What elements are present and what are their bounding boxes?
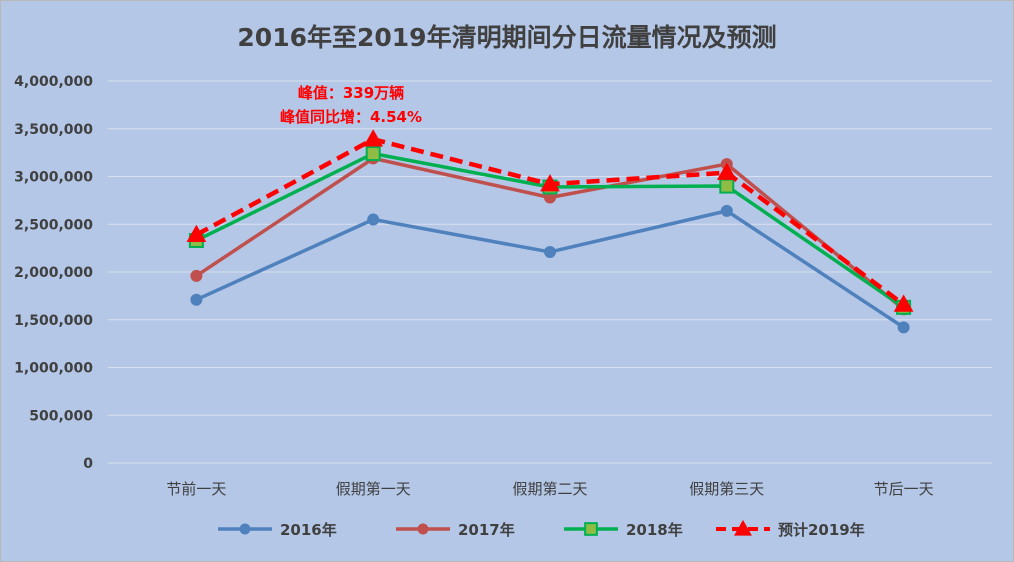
point-marker [584, 522, 598, 536]
y-tick-label: 2,500,000 [14, 217, 93, 233]
point-marker [544, 245, 556, 258]
point-marker [239, 523, 251, 535]
legend: 2016年 2017年 2018年 预计2019年 [218, 519, 865, 539]
point-marker [893, 294, 914, 312]
legend-label: 2017年 [458, 521, 515, 539]
point-marker [365, 146, 381, 162]
legend-label: 预计2019年 [778, 521, 865, 539]
y-axis-ticks: 0 500,000 1,000,000 1,500,000 2,000,000 2,500… [14, 74, 93, 472]
y-tick-label: 2,000,000 [14, 265, 93, 281]
legend-item: 预计2019年 [716, 519, 865, 539]
legend-label: 2018年 [626, 521, 683, 539]
series-line [195, 209, 905, 329]
point-marker [719, 178, 735, 194]
point-marker [897, 321, 910, 334]
point-marker [363, 129, 384, 147]
point-marker [190, 293, 203, 306]
point-marker [367, 213, 380, 226]
x-axis-ticks: 节前一天 假期第一天 假期第二天 假期第三天 节后一天 [166, 480, 933, 498]
y-tick-label: 3,000,000 [14, 170, 93, 186]
legend-item: 2017年 [396, 521, 515, 539]
legend-item: 2016年 [218, 521, 337, 539]
x-tick-label: 节后一天 [874, 480, 934, 498]
gridlines [108, 80, 992, 464]
point-marker [720, 204, 733, 217]
x-tick-label: 节前一天 [166, 480, 226, 498]
x-tick-label: 假期第一天 [336, 480, 411, 498]
point-marker [417, 523, 429, 535]
point-marker [190, 269, 203, 282]
x-tick-label: 假期第三天 [689, 480, 764, 498]
y-tick-label: 1,000,000 [14, 361, 93, 377]
point-marker [716, 162, 737, 180]
y-tick-label: 500,000 [29, 408, 93, 424]
y-tick-label: 0 [83, 456, 93, 472]
series-lines [186, 129, 914, 334]
x-tick-label: 假期第二天 [512, 480, 587, 498]
point-marker [540, 174, 560, 192]
point-marker [186, 224, 207, 243]
series [186, 129, 914, 312]
point-marker [734, 519, 752, 536]
y-tick-label: 3,500,000 [14, 122, 93, 138]
y-tick-label: 1,500,000 [14, 313, 93, 329]
chart-title: 2016年至2019年清明期间分日流量情况及预测 [237, 23, 776, 52]
peak-annotation: 峰值：339万辆 峰值同比增：4.54% [280, 84, 422, 126]
annotation-peak-growth: 峰值同比增：4.54% [280, 108, 422, 126]
annotation-peak-value: 峰值：339万辆 [298, 84, 404, 102]
legend-label: 2016年 [280, 521, 337, 539]
legend-item: 2018年 [564, 521, 683, 539]
series [188, 146, 912, 315]
y-tick-label: 4,000,000 [14, 74, 93, 90]
series [190, 204, 910, 334]
